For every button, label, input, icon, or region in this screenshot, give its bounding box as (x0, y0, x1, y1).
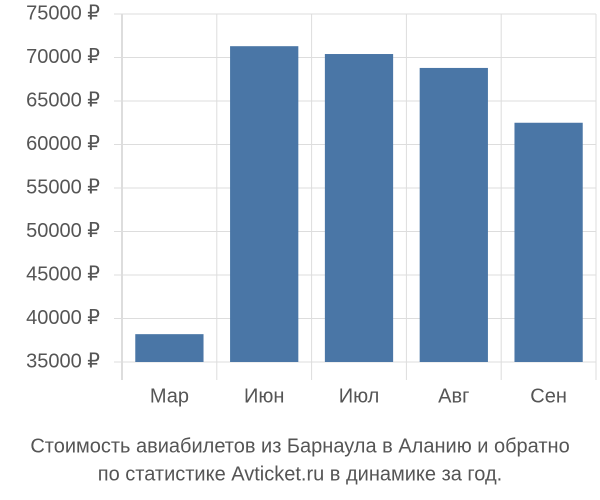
y-tick-label: 50000 ₽ (26, 220, 100, 242)
chart-title: Стоимость авиабилетов из Барнаула в Алан… (30, 435, 569, 457)
x-tick-label: Мар (150, 385, 189, 407)
y-tick-label: 35000 ₽ (26, 350, 100, 372)
bar (135, 334, 204, 362)
y-tick-label: 75000 ₽ (26, 2, 100, 24)
y-tick-label: 40000 ₽ (26, 307, 100, 329)
x-tick-label: Июл (339, 385, 380, 407)
bar (514, 122, 583, 362)
bar (419, 67, 488, 362)
x-tick-label: Июн (244, 385, 284, 407)
y-tick-label: 55000 ₽ (26, 176, 100, 198)
x-tick-label: Авг (438, 385, 469, 407)
x-tick-label: Сен (530, 385, 567, 407)
bar (230, 46, 299, 362)
bar (324, 54, 394, 363)
chart-title: по статистике Avticket.ru в динамике за … (98, 463, 502, 485)
y-tick-label: 45000 ₽ (26, 263, 100, 285)
y-tick-label: 65000 ₽ (26, 89, 100, 111)
y-tick-label: 60000 ₽ (26, 133, 100, 155)
y-tick-label: 70000 ₽ (26, 46, 100, 68)
